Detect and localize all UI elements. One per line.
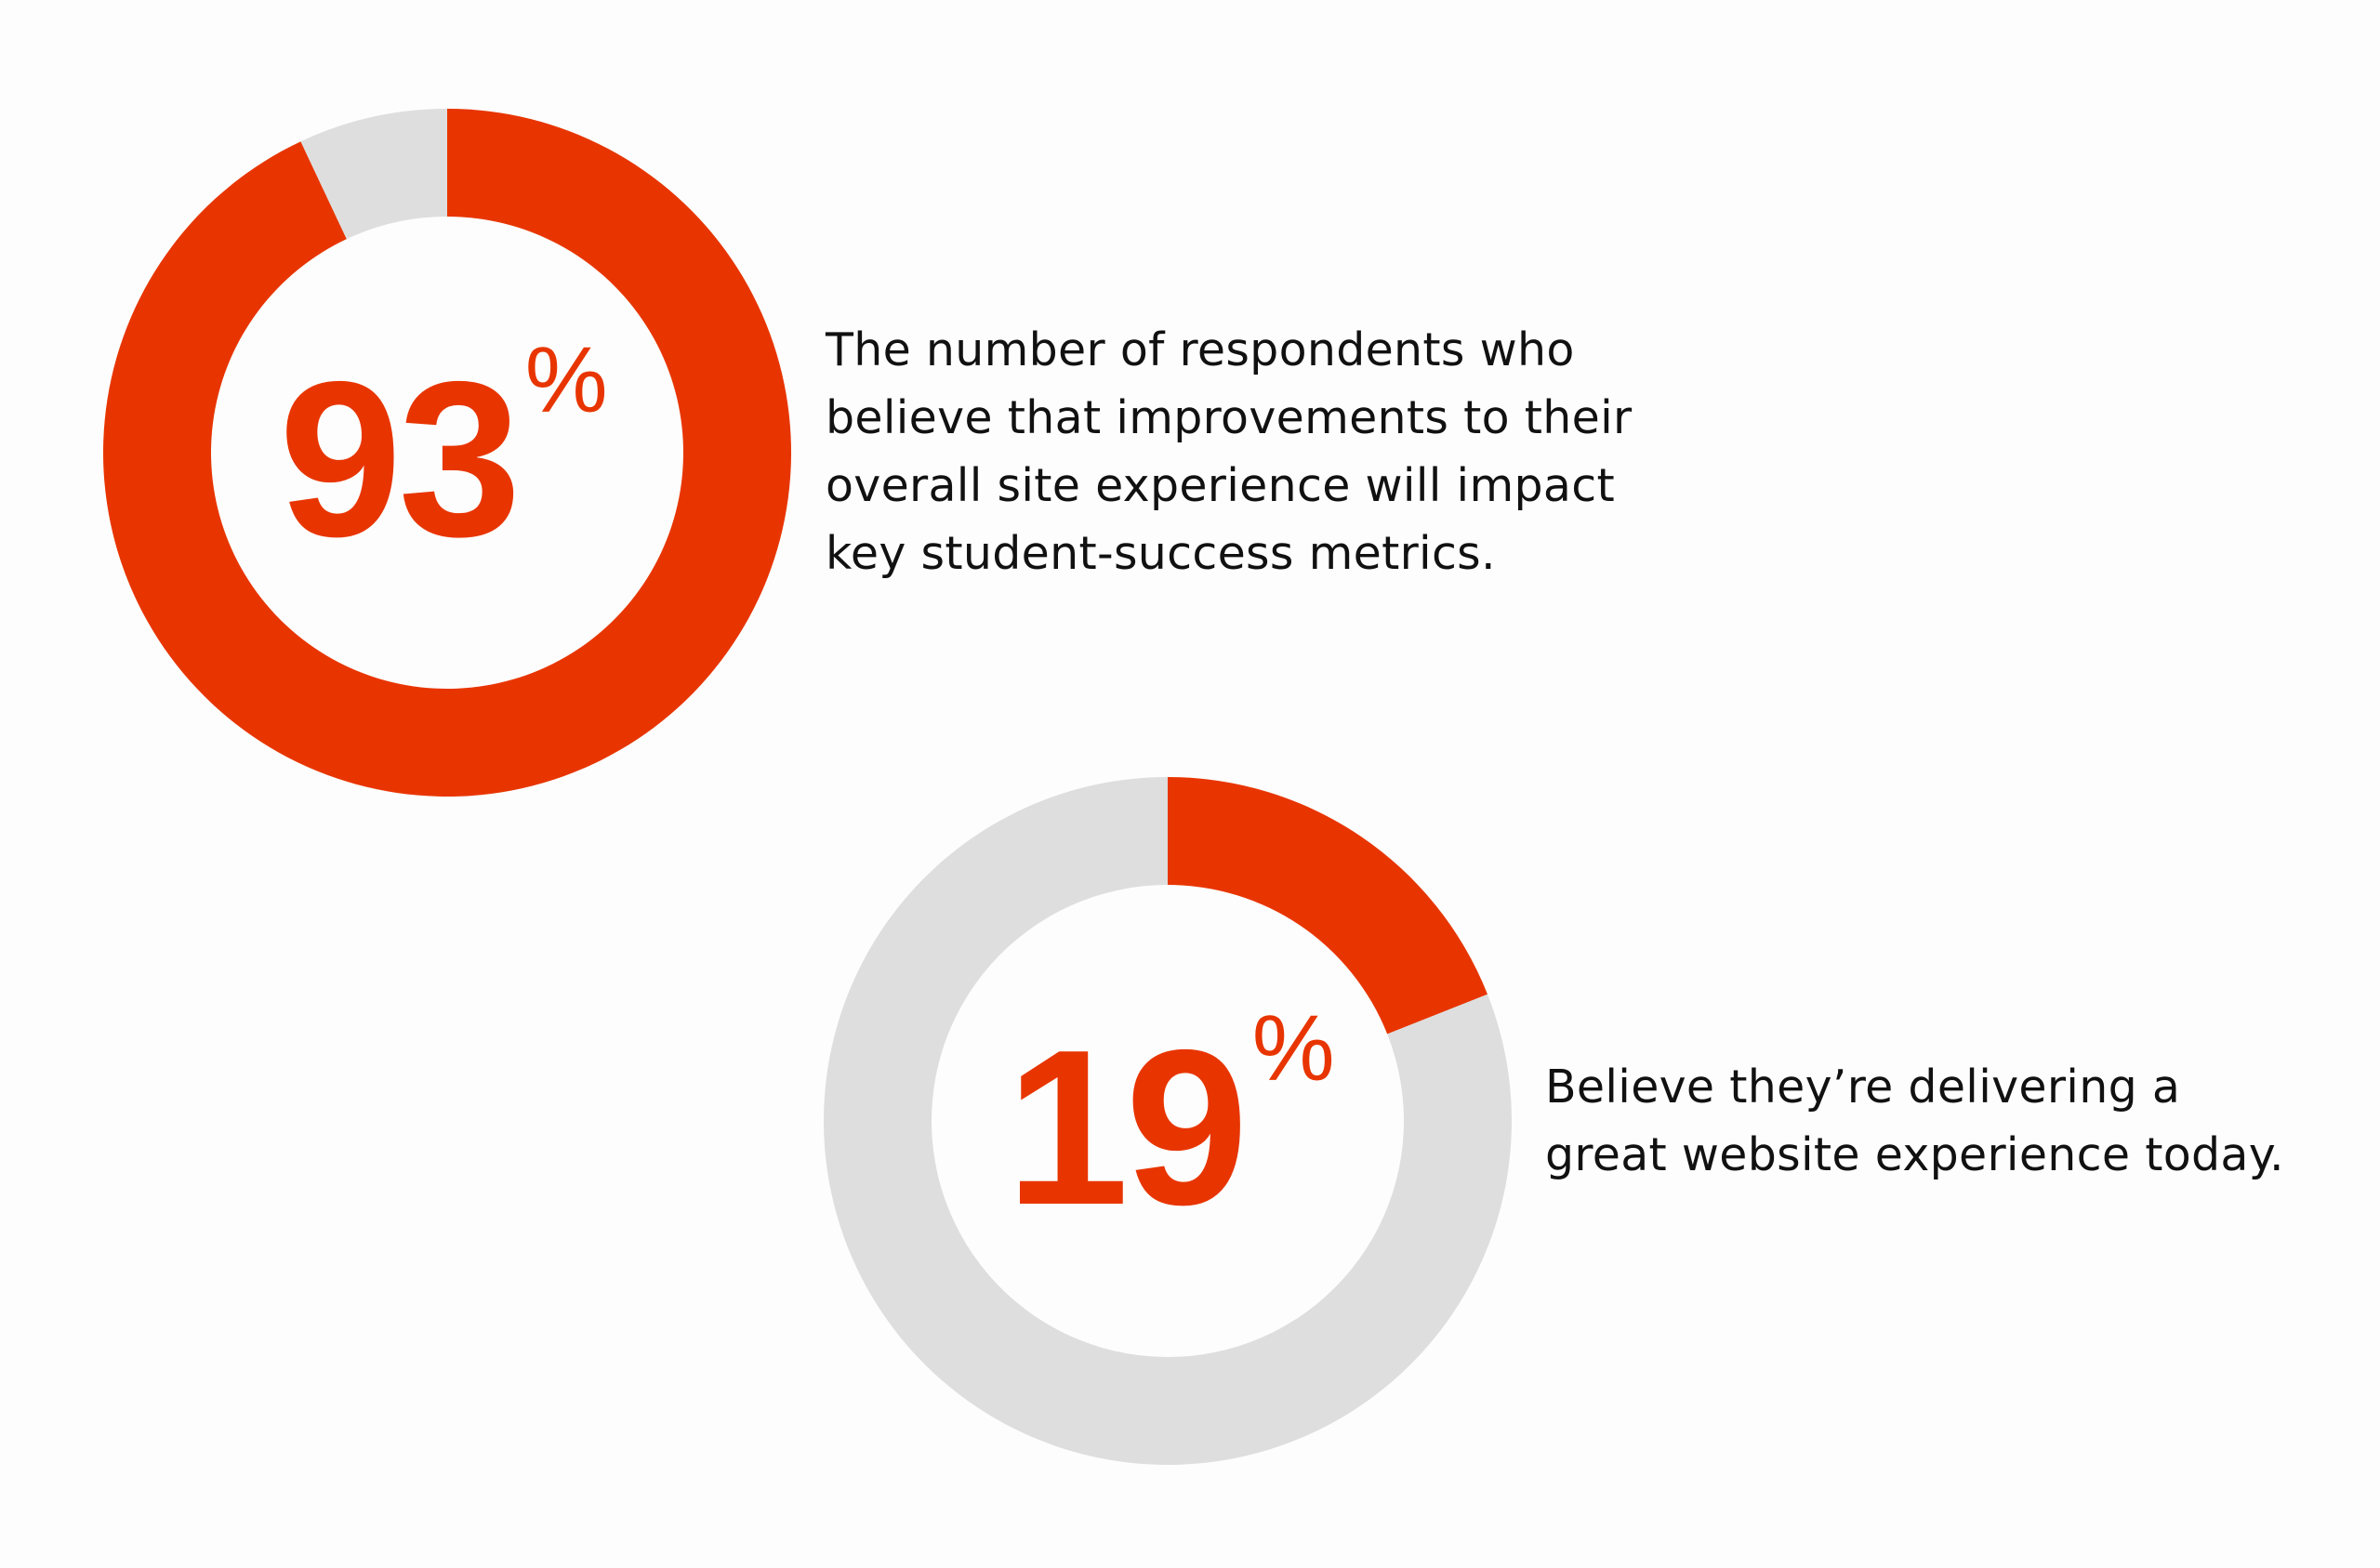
- donut-2-percent: %: [1251, 996, 1335, 1100]
- caption-line: believe that improvements to their: [826, 391, 1633, 444]
- donut-1-percent: %: [524, 328, 608, 432]
- caption-line: overall site experience will impact: [826, 459, 1615, 512]
- caption-line: The number of respondents who: [826, 323, 1575, 376]
- donut-1-caption: The number of respondents who believe th…: [826, 316, 1632, 587]
- donut-2-number: 19: [1006, 1005, 1249, 1251]
- caption-line: key student-success metrics.: [826, 527, 1496, 580]
- donut-1-value: 93%: [279, 328, 608, 586]
- caption-line: great website experience today.: [1545, 1128, 2284, 1181]
- donut-2-slice-remainder: [824, 777, 1512, 1465]
- donut-1-slice-remainder: [300, 109, 447, 240]
- donut-2-caption: Believe they’re delivering a great websi…: [1545, 1053, 2284, 1189]
- caption-line: Believe they’re delivering a: [1545, 1061, 2181, 1113]
- donut-1-number: 93: [279, 336, 522, 583]
- donut-2-value: 19%: [1006, 996, 1335, 1255]
- donut-1-slice-value: [102, 109, 792, 797]
- donut-2-slice-value: [1168, 777, 1488, 1034]
